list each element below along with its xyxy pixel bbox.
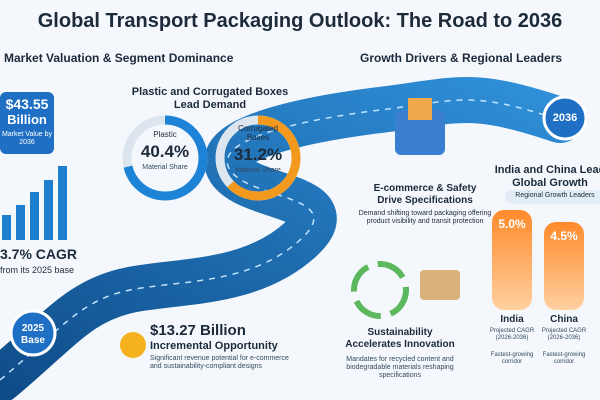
base-label: 2025 Base	[21, 323, 45, 346]
market-value-unit: Billion	[7, 112, 47, 127]
driver-text: Demand shifting toward packaging offerin…	[358, 210, 492, 226]
phone-icon	[395, 110, 445, 155]
cagr: 3.7% CAGR	[0, 246, 78, 262]
opportunity-amount: $13.27 Billion	[150, 322, 246, 339]
region-bar	[544, 222, 584, 310]
target-badge	[542, 95, 588, 141]
target-label: 2036	[552, 112, 578, 124]
driver-heading: E-commerce & Safety Drive Specifications	[373, 183, 477, 206]
opportunity-heading: Incremental Opportunity	[150, 340, 278, 352]
region-name: India	[500, 314, 524, 325]
region-metric: Projected CAGR (2026-2036)	[489, 328, 535, 341]
segment-caption: Material Share	[142, 164, 188, 171]
opportunity-text: Significant revenue potential for e-comm…	[150, 355, 289, 371]
recycle-icon	[351, 261, 409, 319]
growth-bars	[2, 166, 67, 240]
section-heading: Growth Drivers & Regional Leaders	[360, 51, 563, 65]
base-badge	[9, 309, 57, 357]
market-value: $43.55	[5, 96, 49, 112]
region-note: Fastest-growing corridor	[490, 352, 534, 365]
region-note: Fastest-growing corridor	[542, 352, 586, 365]
road	[0, 77, 583, 400]
segment-heading: Plastic and Corrugated Boxes Lead Demand	[131, 86, 289, 111]
value-card	[0, 92, 54, 154]
donut-ring	[122, 115, 208, 201]
regions-subheading: Regional Growth Leaders	[515, 192, 595, 199]
region-cagr: 5.0%	[498, 217, 526, 231]
parcel-icon	[408, 98, 432, 120]
region-metric: Projected CAGR (2026-2036)	[541, 328, 587, 341]
donut-ring	[215, 115, 301, 201]
segment-share: 40.4%	[140, 142, 190, 161]
segment-name: Plastic	[153, 130, 177, 139]
regions-heading: India and China Lead Global Growth	[494, 164, 600, 189]
segment-caption: Material Share	[235, 167, 281, 174]
pill	[505, 190, 600, 204]
cagr-caption: from its 2025 base	[0, 265, 75, 275]
segment-name: Corrugated Boxes	[237, 124, 279, 143]
driver-heading: Sustainability Accelerates Innovation	[345, 327, 455, 350]
section-heading: Market Valuation & Segment Dominance	[4, 51, 234, 65]
region-name: China	[550, 314, 578, 325]
title: Global Transport Packaging Outlook: The …	[37, 10, 563, 32]
region-cagr: 4.5%	[550, 229, 578, 243]
box-icon	[420, 270, 460, 300]
coin-icon	[120, 332, 146, 358]
segment-share: 31.2%	[233, 145, 283, 164]
driver-text: Mandates for recycled content and biodeg…	[346, 356, 454, 380]
market-value-caption: Market Value by 2036	[1, 131, 53, 147]
region-bar	[492, 210, 532, 310]
